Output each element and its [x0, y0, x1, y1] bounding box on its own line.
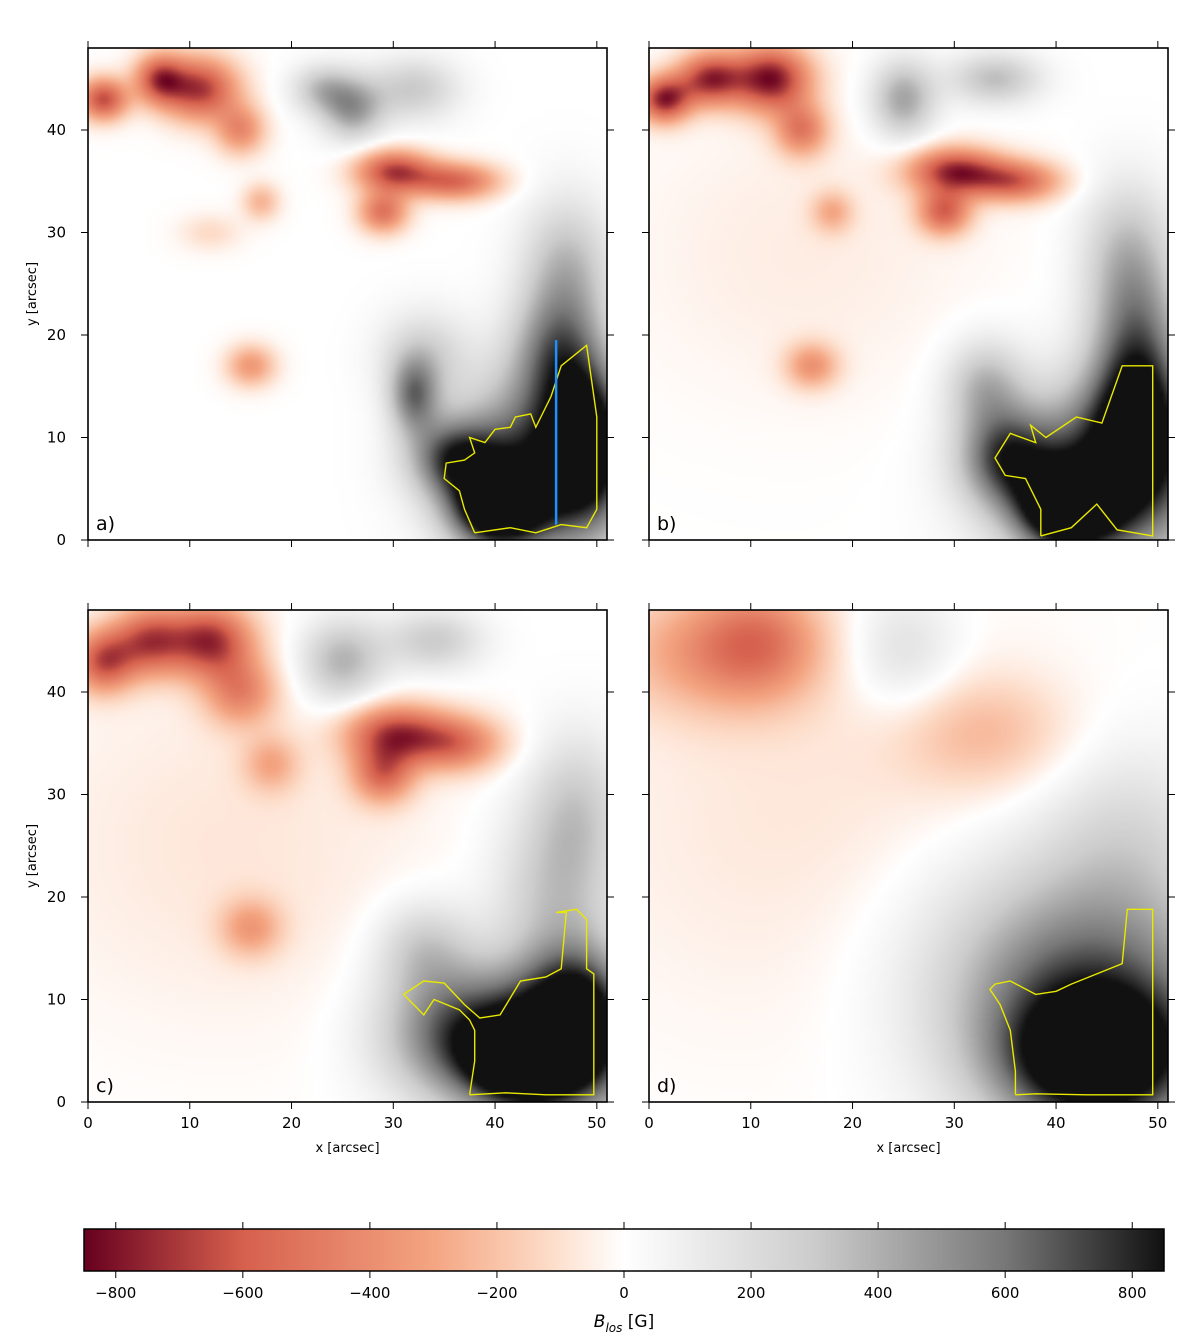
colorbar-tick-label: 0	[619, 1284, 629, 1302]
panel-frame	[87, 609, 608, 1103]
x-tick-label: 0	[83, 1114, 93, 1132]
colorbar-tick-label: 800	[1118, 1284, 1147, 1302]
heatmap-image	[88, 48, 607, 540]
x-tick-label: 0	[644, 1114, 654, 1132]
x-tick-label: 50	[587, 1114, 606, 1132]
y-tick-label: 30	[47, 786, 66, 804]
panel-frame	[87, 47, 608, 541]
panels: 0 10 20 30 40 y [arcsec] a) b) 0 10 20 30 40 50 0 10 20 3…	[25, 41, 1175, 1156]
colorbar-bar	[83, 1228, 1165, 1272]
colorbar-label-symbol: B	[594, 1312, 606, 1332]
x-tick-label: 40	[1047, 1114, 1066, 1132]
y-tick-label: 20	[47, 326, 66, 344]
colorbar-label-subscript: los	[605, 1321, 622, 1335]
x-tick-label: 40	[486, 1114, 505, 1132]
panel-a: 0 10 20 30 40 y [arcsec] a)	[25, 41, 614, 549]
y-tick-label: 10	[47, 429, 66, 447]
contour-line	[402, 908, 595, 1096]
y-axis-label: y [arcsec]	[25, 824, 40, 888]
colorbar-tick-label: 600	[991, 1284, 1020, 1302]
colorbar-tick-label: −600	[222, 1284, 263, 1302]
x-axis-label: x [arcsec]	[315, 1141, 379, 1156]
x-tick-label: 10	[180, 1114, 199, 1132]
panel-label: a)	[96, 513, 115, 535]
x-tick-label: 30	[384, 1114, 403, 1132]
panel-label: b)	[657, 513, 676, 535]
y-tick-label: 20	[47, 888, 66, 906]
contour-line	[994, 365, 1154, 537]
y-tick-label: 0	[56, 1093, 66, 1111]
colorbar-label-unit: [G]	[622, 1312, 654, 1332]
panel-frame	[648, 609, 1169, 1103]
x-tick-label: 10	[741, 1114, 760, 1132]
y-tick-label: 0	[56, 531, 66, 549]
y-axis-label: y [arcsec]	[25, 262, 40, 326]
colorbar: −800 −600 −400 −200 0 200 400 600 800 Blos [G]	[83, 1222, 1165, 1335]
panel-label: d)	[657, 1075, 676, 1097]
contour-line	[989, 908, 1154, 1096]
heatmap-image	[649, 48, 1168, 540]
x-tick-label: 30	[945, 1114, 964, 1132]
colorbar-tick-label: 200	[737, 1284, 766, 1302]
y-tick-label: 40	[47, 121, 66, 139]
panel-label: c)	[96, 1075, 114, 1097]
colorbar-tick-label: −200	[476, 1284, 517, 1302]
contour-line	[443, 343, 598, 534]
colorbar-tick-label: −800	[95, 1284, 136, 1302]
colorbar-tick-label: −400	[349, 1284, 390, 1302]
panel-c: 0 10 20 30 40 50 0 10 20 30 40 y [arcsec] x [arcsec]…	[25, 603, 614, 1156]
colorbar-label: Blos [G]	[594, 1312, 654, 1335]
panel-frame	[648, 47, 1169, 541]
y-tick-label: 40	[47, 683, 66, 701]
x-axis-label: x [arcsec]	[876, 1141, 940, 1156]
colorbar-tick-label: 400	[864, 1284, 893, 1302]
x-tick-label: 20	[843, 1114, 862, 1132]
heatmap-image	[88, 610, 607, 1102]
y-tick-label: 30	[47, 224, 66, 242]
y-tick-label: 10	[47, 991, 66, 1009]
x-tick-label: 50	[1148, 1114, 1167, 1132]
panel-b: b)	[642, 41, 1175, 547]
x-tick-label: 20	[282, 1114, 301, 1132]
panel-d: 0 10 20 30 40 50 x [arcsec] d)	[642, 603, 1175, 1156]
heatmap-image	[649, 610, 1168, 1102]
